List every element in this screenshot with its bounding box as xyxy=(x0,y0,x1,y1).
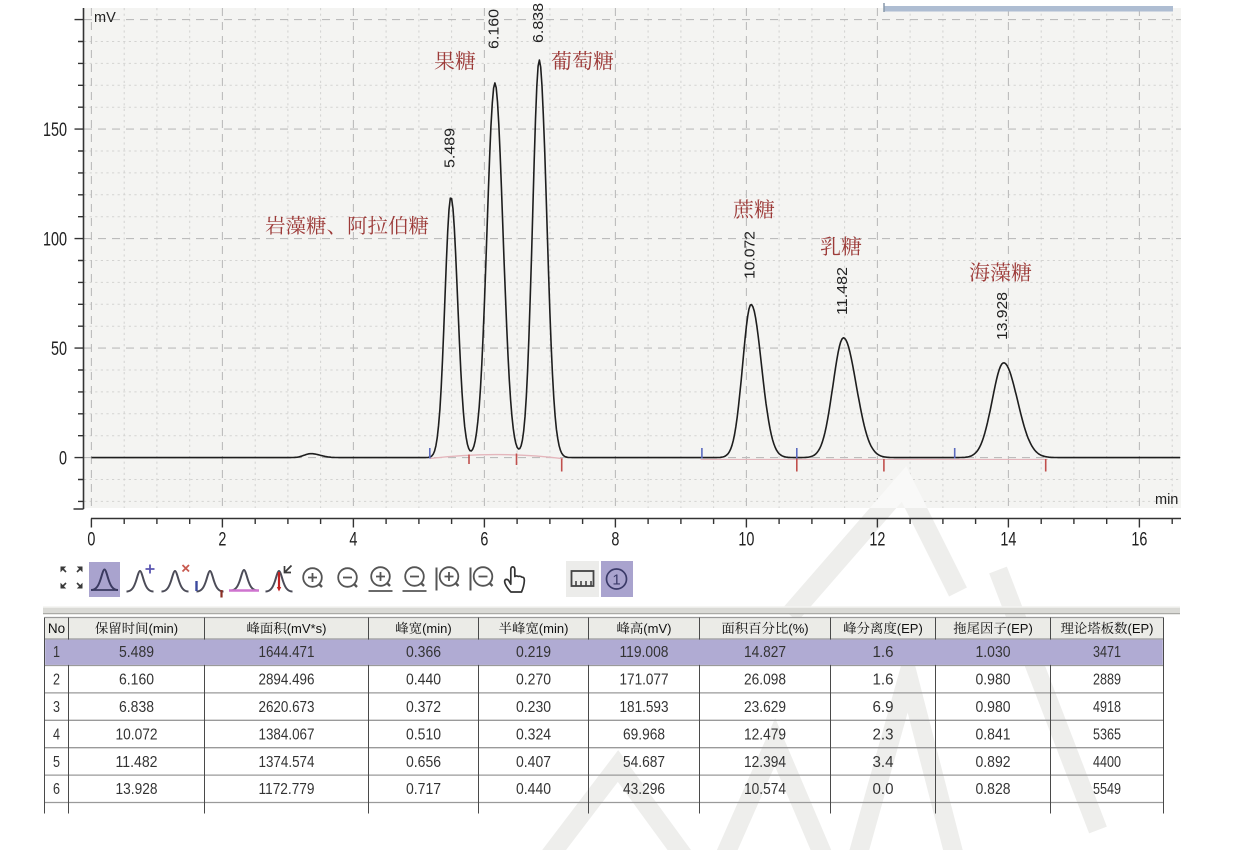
svg-text:0.717: 0.717 xyxy=(406,781,441,798)
svg-text:5365: 5365 xyxy=(1093,726,1121,743)
svg-text:0.440: 0.440 xyxy=(516,781,551,798)
svg-text:69.968: 69.968 xyxy=(623,726,665,743)
svg-text:2: 2 xyxy=(218,530,226,551)
svg-text:10.072: 10.072 xyxy=(116,726,158,743)
svg-text:119.008: 119.008 xyxy=(620,644,669,661)
svg-text:171.077: 171.077 xyxy=(620,672,669,689)
svg-text:5: 5 xyxy=(53,754,60,771)
svg-text:4918: 4918 xyxy=(1093,699,1121,716)
svg-text:43.296: 43.296 xyxy=(623,781,665,798)
svg-text:1384.067: 1384.067 xyxy=(259,726,315,743)
svg-text:0.372: 0.372 xyxy=(406,699,441,716)
svg-text:0.407: 0.407 xyxy=(516,754,551,771)
svg-text:12.394: 12.394 xyxy=(744,754,786,771)
svg-text:2889: 2889 xyxy=(1093,672,1121,689)
svg-text:13.928: 13.928 xyxy=(994,292,1011,340)
svg-text:(mV*s): (mV*s) xyxy=(287,621,327,636)
svg-text:2620.673: 2620.673 xyxy=(259,699,315,716)
svg-text:6.9: 6.9 xyxy=(873,699,894,716)
svg-text:16: 16 xyxy=(1131,530,1147,551)
svg-text:23.629: 23.629 xyxy=(744,699,786,716)
svg-text:12.479: 12.479 xyxy=(744,726,786,743)
svg-text:(EP): (EP) xyxy=(1007,621,1033,636)
svg-text:10: 10 xyxy=(738,530,754,551)
svg-text:6: 6 xyxy=(53,781,60,798)
svg-text:4: 4 xyxy=(349,530,357,551)
svg-text:26.098: 26.098 xyxy=(744,672,786,689)
svg-text:13.928: 13.928 xyxy=(116,781,158,798)
svg-text:14.827: 14.827 xyxy=(744,644,786,661)
svg-text:10.574: 10.574 xyxy=(744,781,786,798)
svg-text:mV: mV xyxy=(94,10,116,26)
svg-text:1.6: 1.6 xyxy=(873,644,894,661)
svg-text:2.3: 2.3 xyxy=(873,726,894,743)
svg-text:0.828: 0.828 xyxy=(976,781,1011,798)
svg-text:2: 2 xyxy=(53,672,60,689)
svg-text:4: 4 xyxy=(53,726,60,743)
svg-text:12: 12 xyxy=(869,530,885,551)
svg-text:(%): (%) xyxy=(788,621,808,636)
svg-text:No: No xyxy=(48,621,65,636)
svg-text:0.980: 0.980 xyxy=(976,699,1011,716)
svg-text:(mV): (mV) xyxy=(643,621,671,636)
svg-text:11.482: 11.482 xyxy=(834,267,851,315)
svg-text:0.980: 0.980 xyxy=(976,672,1011,689)
svg-text:0.270: 0.270 xyxy=(516,672,551,689)
svg-text:0.841: 0.841 xyxy=(976,726,1011,743)
svg-text:50: 50 xyxy=(51,339,67,360)
svg-text:4400: 4400 xyxy=(1093,754,1121,771)
svg-text:3.4: 3.4 xyxy=(873,754,894,771)
svg-text:0: 0 xyxy=(87,530,95,551)
svg-text:0.230: 0.230 xyxy=(516,699,551,716)
svg-text:54.687: 54.687 xyxy=(623,754,665,771)
svg-text:6.160: 6.160 xyxy=(485,9,502,49)
svg-text:1: 1 xyxy=(53,644,60,661)
svg-text:14: 14 xyxy=(1000,530,1016,551)
svg-text:150: 150 xyxy=(43,120,67,141)
svg-text:6.838: 6.838 xyxy=(530,3,547,43)
svg-text:(min): (min) xyxy=(149,621,179,636)
svg-text:1.030: 1.030 xyxy=(976,644,1011,661)
svg-text:181.593: 181.593 xyxy=(620,699,669,716)
svg-text:2894.496: 2894.496 xyxy=(259,672,315,689)
svg-text:6: 6 xyxy=(480,530,488,551)
svg-text:(EP): (EP) xyxy=(1128,621,1154,636)
svg-text:3: 3 xyxy=(53,699,60,716)
svg-text:6.160: 6.160 xyxy=(119,672,154,689)
svg-text:0.656: 0.656 xyxy=(406,754,441,771)
svg-text:6.838: 6.838 xyxy=(119,699,154,716)
svg-text:1.6: 1.6 xyxy=(873,672,894,689)
svg-text:0: 0 xyxy=(59,449,67,470)
svg-text:min: min xyxy=(1155,492,1178,508)
svg-text:8: 8 xyxy=(611,530,619,551)
svg-text:5549: 5549 xyxy=(1093,781,1121,798)
svg-text:5.489: 5.489 xyxy=(441,128,458,168)
svg-text:(EP): (EP) xyxy=(897,621,923,636)
svg-text:3471: 3471 xyxy=(1093,644,1121,661)
svg-text:1: 1 xyxy=(612,572,620,589)
svg-text:1644.471: 1644.471 xyxy=(259,644,315,661)
svg-text:(min): (min) xyxy=(422,621,452,636)
svg-text:0.510: 0.510 xyxy=(406,726,441,743)
svg-text:0.366: 0.366 xyxy=(406,644,441,661)
svg-text:(min): (min) xyxy=(539,621,569,636)
svg-text:11.482: 11.482 xyxy=(116,754,158,771)
svg-text:0.892: 0.892 xyxy=(976,754,1011,771)
svg-text:1172.779: 1172.779 xyxy=(259,781,315,798)
svg-text:10.072: 10.072 xyxy=(742,231,759,279)
svg-text:0.219: 0.219 xyxy=(516,644,551,661)
svg-text:0.0: 0.0 xyxy=(873,781,894,798)
svg-text:100: 100 xyxy=(43,230,67,251)
svg-text:0.440: 0.440 xyxy=(406,672,441,689)
svg-text:0.324: 0.324 xyxy=(516,726,551,743)
svg-text:5.489: 5.489 xyxy=(119,644,154,661)
svg-text:1374.574: 1374.574 xyxy=(259,754,315,771)
